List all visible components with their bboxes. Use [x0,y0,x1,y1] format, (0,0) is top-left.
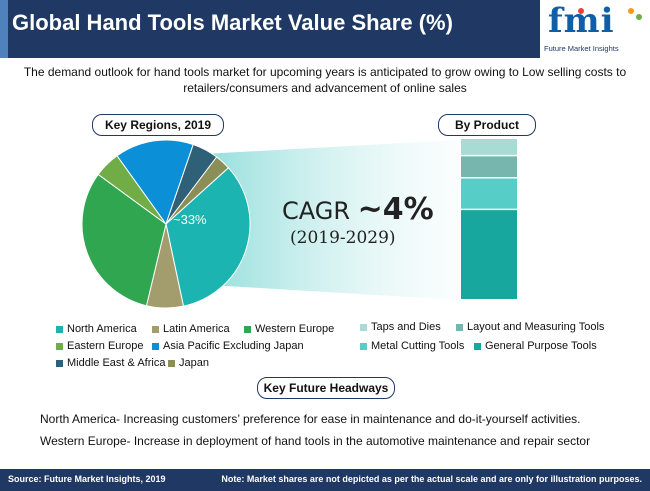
legend-item-general-purpose: General Purpose Tools [474,340,597,352]
legend-label: Asia Pacific Excluding Japan [163,340,304,352]
cagr-beam [185,140,460,300]
headways-title: Key Future Headways [257,377,395,399]
legend-swatch [56,342,63,350]
bar-segment-general-purpose-tools [461,210,517,299]
pie-slice-label: ~33% [173,212,207,227]
legend-label: Latin America [163,323,230,335]
legend-label: North America [67,323,137,335]
legend-item-asia-pacific: Asia Pacific Excluding Japan [152,340,304,352]
bar-segment-layout-and-measuring-tools [461,156,517,177]
page-title: Global Hand Tools Market Value Share (%) [12,10,453,35]
legend-swatch [56,359,63,367]
legend-swatch [152,342,159,350]
legend-item-latin-america: Latin America [152,323,230,335]
header-accent [0,0,8,58]
footer-bar: Source: Future Market Insights, 2019 Not… [0,469,650,491]
legend-label: General Purpose Tools [485,340,597,352]
legend-swatch [244,325,251,333]
header-bar: Global Hand Tools Market Value Share (%)… [0,0,650,58]
pie-slice-japan [165,156,230,225]
legend-label: Middle East & Africa [67,357,166,369]
cagr-label: CAGR ~4% [282,192,434,227]
legend-swatch [360,342,367,350]
legend-swatch [474,342,481,350]
logo-dot-orange [628,8,634,14]
legend-label: Eastern Europe [67,340,144,352]
subtitle: The demand outlook for hand tools market… [23,65,627,95]
footer-note: Note: Market shares are not depicted as … [221,474,642,484]
legend-item-metal-cutting: Metal Cutting Tools [360,340,464,352]
pie-slice-western-europe [81,173,167,307]
cagr-value: ~4% [357,192,434,227]
legend-item-japan: Japan [168,357,209,369]
fmi-logo: fmi Future Market Insights [540,0,650,58]
headway-item-north-america: North America- Increasing customers’ pre… [40,412,581,426]
logo-dot-red [578,8,584,14]
legend-label: Taps and Dies [371,321,441,333]
cagr-text: CAGR [282,197,351,225]
legend-swatch [456,323,463,331]
logo-text: fmi [548,1,615,41]
regions-title: Key Regions, 2019 [92,114,224,136]
legend-item-eastern-europe: Eastern Europe [56,340,143,352]
footer-source: Source: Future Market Insights, 2019 [8,474,166,484]
legend-label: Western Europe [255,323,335,335]
legend-item-north-america: North America [56,323,137,335]
logo-dot-green [636,14,642,20]
logo-subtext: Future Market Insights [544,44,619,53]
legend-label: Layout and Measuring Tools [467,321,605,333]
legend-label: Metal Cutting Tools [371,340,465,352]
legend-swatch [56,325,63,333]
pie-slice-asia-pacific-excluding-japan [116,139,194,226]
headway-item-western-europe: Western Europe- Increase in deployment o… [40,434,591,448]
legend-swatch [360,323,367,331]
legend-item-layout-measuring: Layout and Measuring Tools [456,321,604,333]
legend-item-taps-and-dies: Taps and Dies [360,321,441,333]
legend-swatch [168,359,175,367]
product-stacked-bar [461,139,517,299]
bar-segment-metal-cutting-tools [461,178,517,209]
legend-item-western-europe: Western Europe [244,323,334,335]
legend-label: Japan [179,357,209,369]
cagr-period: (2019-2029) [290,228,396,248]
bar-segment-taps-and-dies [461,139,517,155]
product-title: By Product [438,114,536,136]
regions-pie [81,139,251,309]
legend-swatch [152,325,159,333]
pie-slice-north-america [165,167,251,307]
legend-item-middle-east-africa: Middle East & Africa [56,357,165,369]
